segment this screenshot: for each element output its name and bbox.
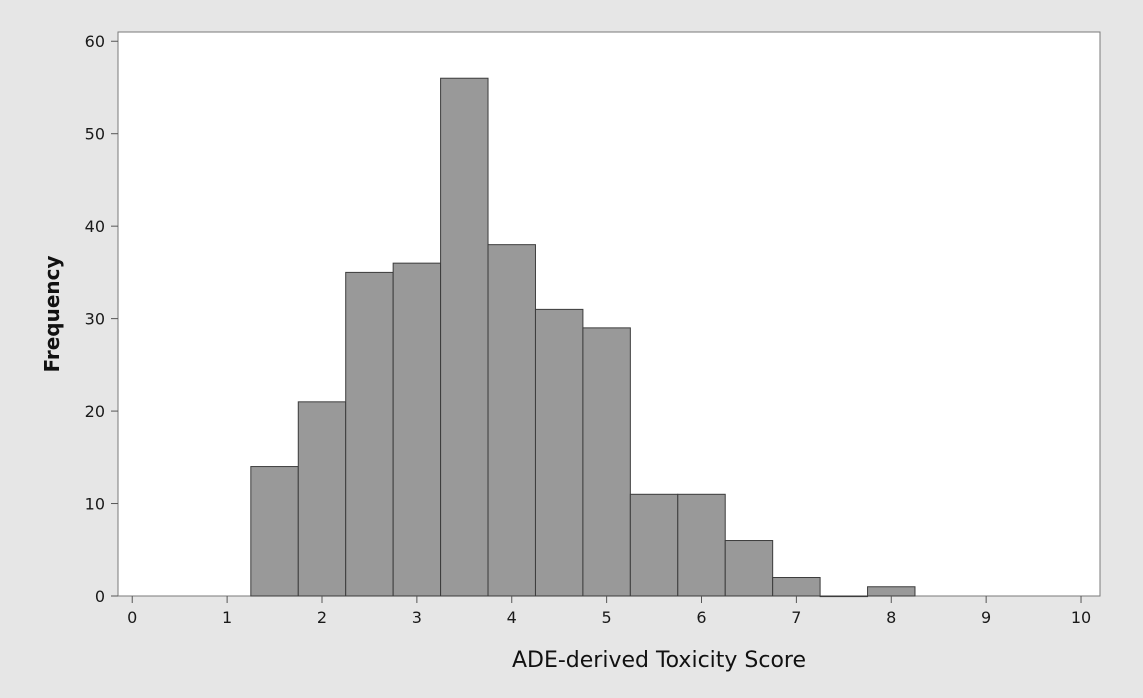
x-tick-label: 10 xyxy=(1071,608,1091,627)
y-tick-label: 30 xyxy=(85,310,105,329)
x-tick-label: 1 xyxy=(222,608,232,627)
histogram-bar xyxy=(297,401,347,597)
x-tick-label: 8 xyxy=(886,608,896,627)
histogram-bar xyxy=(867,586,916,597)
y-tick-label: 20 xyxy=(85,402,105,421)
histogram-bar xyxy=(582,327,631,597)
histogram-bar xyxy=(677,493,726,597)
histogram-bar xyxy=(392,262,442,597)
bars-group xyxy=(250,77,916,598)
histogram-bar xyxy=(534,308,584,597)
histogram-bar xyxy=(250,466,299,597)
y-tick-label: 0 xyxy=(95,587,105,606)
y-tick-label: 60 xyxy=(85,32,105,51)
x-tick-label: 2 xyxy=(317,608,327,627)
y-axis: 0 10 20 30 40 50 60 xyxy=(85,32,118,606)
x-tick-label: 4 xyxy=(507,608,517,627)
x-tick-label: 9 xyxy=(981,608,991,627)
histogram-bar xyxy=(724,540,774,597)
histogram-bar xyxy=(819,595,869,598)
x-tick-label: 3 xyxy=(412,608,422,627)
histogram-bar xyxy=(629,493,679,597)
x-axis-title: ADE-derived Toxicity Score xyxy=(512,648,806,673)
x-tick-label: 5 xyxy=(602,608,612,627)
y-tick-label: 10 xyxy=(85,495,105,514)
x-tick-label: 6 xyxy=(696,608,706,627)
x-axis: 0 1 2 3 4 5 6 7 8 9 10 xyxy=(127,596,1091,627)
histogram-bar xyxy=(487,244,536,597)
histogram-bar xyxy=(440,77,489,597)
histogram-bar xyxy=(345,271,394,597)
y-axis-title: Frequency xyxy=(40,255,64,372)
y-tick-label: 40 xyxy=(85,217,105,236)
x-tick-label: 0 xyxy=(127,608,137,627)
histogram-bar xyxy=(772,577,821,597)
x-tick-label: 7 xyxy=(791,608,801,627)
y-tick-label: 50 xyxy=(85,125,105,144)
